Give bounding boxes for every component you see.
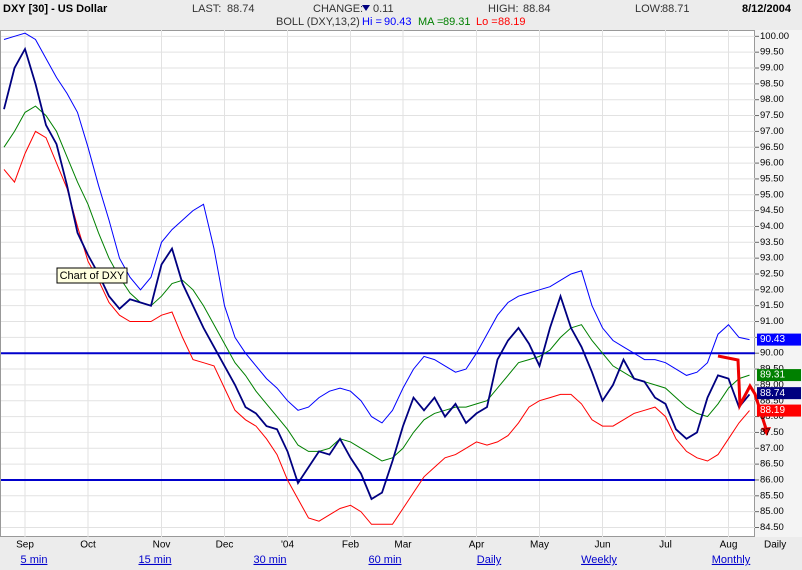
y-tick-label: 97.00 — [760, 126, 784, 137]
change-label: CHANGE: — [313, 3, 363, 15]
ma: 89.31 — [443, 16, 471, 28]
price-flag-label: 90.43 — [760, 334, 785, 345]
y-tick-label: 97.50 — [760, 110, 784, 121]
hi: 90.43 — [384, 16, 412, 28]
axis-bg — [755, 30, 802, 537]
low-label: LOW: — [635, 3, 663, 15]
y-tick-label: 98.00 — [760, 94, 784, 105]
y-tick-label: 92.50 — [760, 269, 784, 280]
price-flag-label: 88.74 — [760, 388, 785, 399]
price-flag-label: 89.31 — [760, 370, 785, 381]
y-tick-label: 93.00 — [760, 253, 784, 264]
y-tick-label: 96.00 — [760, 158, 784, 169]
y-tick-label: 95.50 — [760, 173, 784, 184]
drawn-arrowhead — [761, 427, 771, 436]
price-flag — [757, 404, 801, 417]
band-line — [3, 130, 750, 525]
y-tick-label: 93.50 — [760, 237, 784, 248]
x-tick-label: Aug — [720, 540, 738, 551]
x-tick-label: Dec — [216, 540, 234, 551]
y-tick-label: 92.00 — [760, 284, 784, 295]
y-tick-label: 95.00 — [760, 189, 784, 200]
period-link[interactable]: 30 min — [253, 554, 286, 566]
band-line — [3, 105, 750, 462]
date: 8/12/2004 — [742, 3, 792, 15]
symbol: DXY [30] - US Dollar — [3, 3, 108, 15]
x-tick-label: May — [530, 540, 549, 551]
plot: Chart of DXY — [1, 30, 759, 537]
low: 88.71 — [662, 3, 690, 15]
y-tick-label: 87.50 — [760, 427, 784, 438]
y-tick-label: 90.00 — [760, 348, 784, 359]
y-tick-label: 94.50 — [760, 205, 784, 216]
period-link[interactable]: 5 min — [21, 554, 48, 566]
y-tick-label: 99.50 — [760, 47, 784, 58]
x-tick-label: Sep — [16, 540, 34, 551]
period-link[interactable]: 15 min — [138, 554, 171, 566]
y-tick-label: 99.00 — [760, 63, 784, 74]
y-tick-label: 89.00 — [760, 379, 784, 390]
band-line — [3, 32, 750, 424]
y-tick-label: 84.50 — [760, 522, 784, 533]
annotation-box — [56, 267, 128, 284]
y-tick-label: 91.00 — [760, 316, 784, 327]
price-line — [3, 46, 751, 501]
y-tick-label: 96.50 — [760, 142, 784, 153]
x-tick-label: Nov — [153, 540, 171, 551]
lo-label: Lo = — [476, 16, 498, 28]
price-flag — [757, 333, 801, 346]
y-tick-label: 91.50 — [760, 300, 784, 311]
price-flag — [757, 387, 801, 400]
period: Daily — [764, 540, 786, 551]
y-tick-label: 98.50 — [760, 78, 784, 89]
y-tick-label: 86.50 — [760, 459, 784, 470]
y-tick-label: 94.00 — [760, 221, 784, 232]
period-link[interactable]: Monthly — [712, 554, 751, 566]
y-tick-label: 100.00 — [760, 31, 789, 42]
price-flag-label: 88.19 — [760, 405, 785, 416]
y-tick-label: 87.00 — [760, 443, 784, 454]
x-tick-label: Jul — [659, 540, 672, 551]
y-tick-label: 88.00 — [760, 411, 784, 422]
x-tick-label: Oct — [80, 540, 96, 551]
x-tick-label: Feb — [342, 540, 360, 551]
price-flag — [757, 369, 801, 382]
boll-label: BOLL (DXY,13,2) — [276, 16, 360, 28]
period-link[interactable]: Weekly — [581, 554, 617, 566]
high-label: HIGH: — [488, 3, 519, 15]
y-tick-label: 85.50 — [760, 490, 784, 501]
header-bg — [0, 0, 802, 30]
change: 0.11 — [373, 3, 394, 15]
annotation: Chart of DXY — [60, 270, 125, 282]
down-arrow — [362, 5, 370, 11]
last: 88.74 — [227, 3, 255, 15]
y-tick-label: 86.00 — [760, 474, 784, 485]
drawn-arrow — [717, 354, 769, 433]
y-tick-label: 85.00 — [760, 506, 784, 517]
y-tick-label: 88.50 — [760, 395, 784, 406]
footer-bg — [0, 537, 802, 570]
x-tick-label: Apr — [469, 540, 485, 551]
period-link[interactable]: 60 min — [368, 554, 401, 566]
ma-label: MA = — [418, 16, 443, 28]
lo: 88.19 — [498, 16, 526, 28]
last-label: LAST: — [192, 3, 221, 15]
high: 88.84 — [523, 3, 551, 15]
period-link[interactable]: Daily — [477, 554, 502, 566]
x-tick-label: Mar — [394, 540, 412, 551]
y-tick-label: 89.50 — [760, 364, 784, 375]
hi-label: Hi = — [362, 16, 382, 28]
x-tick-label: Jun — [594, 540, 610, 551]
x-tick-label: '04 — [281, 540, 294, 551]
